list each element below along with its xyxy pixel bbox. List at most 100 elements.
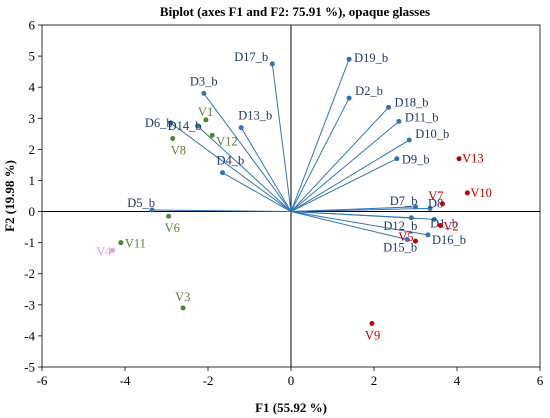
obs-label-v10: V10 (470, 186, 492, 200)
vector-line-d10-b (290, 139, 410, 212)
x-tick-label: 2 (371, 373, 378, 388)
obs-point-v7 (439, 201, 445, 207)
vector-line-d17-b (271, 63, 292, 212)
y-tick-label: -1 (24, 235, 35, 250)
obs-point-v1 (203, 117, 209, 123)
x-tick-label: 0 (288, 373, 295, 388)
vector-label-d8: D8 (428, 196, 443, 210)
vector-label-d4-b: D4_b (217, 154, 245, 168)
vector-label-d3-b: D3_b (190, 74, 218, 88)
vector-point-d2-b (346, 95, 352, 101)
y-axis-label: F2 (19.98 %) (2, 160, 17, 232)
obs-label-v4: V4 (96, 244, 112, 258)
vector-line-d5-b (151, 209, 292, 213)
obs-point-v2 (437, 223, 443, 229)
vector-label-d17-b: D17_b (234, 50, 268, 64)
vector-label-d15-b: D15_b (383, 241, 417, 255)
vector-label-d7-b: D7_b (390, 194, 418, 208)
obs-label-v2: V2 (443, 220, 458, 234)
obs-point-v3 (180, 305, 186, 311)
y-tick-label: 3 (29, 111, 36, 126)
vector-point-d5-b (149, 207, 155, 213)
vector-line-d19-b (290, 59, 350, 212)
vector-label-d10-b: D10_b (415, 127, 449, 141)
y-tick-label: -3 (24, 297, 35, 312)
chart-title: Biplot (axes F1 and F2: 75.91 %), opaque… (160, 4, 430, 19)
observation-points: V1 V12 V8 V6 V11 V3 V4 V13 V10 V7 V2 V5 V9 (96, 105, 492, 343)
vector-point-d4-b (220, 170, 226, 176)
y-tick-label: 2 (29, 142, 36, 157)
vector-point-d13-b (238, 125, 244, 131)
vector-label-d1-b: D1_b (430, 216, 458, 230)
y-tick-label: 0 (29, 204, 36, 219)
obs-point-v13 (456, 156, 462, 162)
x-axis-label: F1 (55.92 %) (255, 400, 327, 415)
vector-line-d3-b (203, 93, 292, 212)
vector-line-d18-b (290, 107, 389, 212)
obs-point-v5 (413, 238, 418, 244)
obs-point-v6 (166, 213, 172, 219)
vector-line-d9-b (290, 158, 398, 212)
vector-label-d13-b: D13_b (238, 109, 272, 123)
vector-label-d5-b: D5_b (127, 196, 155, 210)
vector-point-d6-b (168, 120, 174, 126)
vector-point-d8 (427, 205, 433, 211)
obs-point-v11 (118, 240, 124, 246)
vector-line-d11-b (290, 120, 400, 212)
x-tick-label: 4 (454, 373, 461, 388)
obs-label-v11: V11 (125, 237, 146, 251)
x-tick-label: 6 (537, 373, 544, 388)
vector-point-d1-b (431, 216, 437, 222)
y-tick-label: -4 (24, 328, 35, 343)
vector-point-d9-b (394, 156, 400, 162)
vector-point-d17-b (269, 61, 275, 67)
vector-label-d18-b: D18_b (395, 95, 429, 109)
vector-line-d2-b (290, 97, 350, 212)
axes-group: -6 -4 -2 0 2 4 6 -5 -4 -3 -2 -1 0 1 2 3 4 5 6 (24, 18, 544, 389)
y-tick-label: -5 (24, 360, 35, 375)
vector-point-d14-b (195, 123, 201, 129)
vector-line-d16-b (290, 211, 429, 236)
vector-label-d14-b: D14_b (168, 119, 202, 133)
obs-point-v12 (209, 132, 215, 138)
obs-label-v7: V7 (428, 189, 443, 203)
x-tick-label: -6 (37, 373, 48, 388)
obs-point-v9 (369, 320, 375, 326)
vector-line-d1-b (290, 211, 435, 220)
x-tick-label: -4 (120, 373, 131, 388)
obs-label-v8: V8 (171, 143, 186, 157)
obs-label-v5: V5 (398, 230, 413, 244)
vector-label-d11-b: D11_b (405, 110, 439, 124)
vector-point-d18-b (386, 104, 392, 110)
vector-line-d6-b (170, 122, 292, 212)
x-tick-label: -2 (203, 373, 214, 388)
vector-point-d10-b (406, 137, 412, 143)
vector-label-d12-b: D12_b (383, 219, 417, 233)
vector-point-d15-b (404, 237, 410, 243)
vector-line-d4-b (222, 172, 292, 212)
vector-line-d8 (290, 207, 431, 213)
y-tick-label: 6 (29, 18, 36, 33)
obs-label-v1: V1 (198, 105, 213, 119)
vector-line-d14-b (197, 125, 292, 212)
vector-point-d7-b (413, 204, 418, 210)
obs-point-v10 (464, 190, 470, 196)
vector-line-d15-b (290, 211, 408, 241)
vector-label-d9-b: D9_b (402, 153, 430, 167)
obs-label-v13: V13 (462, 152, 484, 166)
obs-point-v8 (170, 135, 176, 141)
y-tick-label: 4 (29, 80, 36, 95)
vector-line-d13-b (240, 127, 292, 212)
vector-point-d3-b (201, 90, 207, 96)
vector-label-d6-b: D6_b (145, 116, 173, 130)
vector-label-d2-b: D2_b (355, 84, 383, 98)
vector-point-d16-b (425, 232, 431, 238)
vector-point-d11-b (396, 118, 402, 124)
obs-point-v4 (110, 247, 116, 253)
y-tick-label: 5 (29, 49, 36, 64)
obs-label-v12: V12 (216, 134, 238, 148)
vector-label-d16-b: D16_b (432, 233, 466, 247)
y-tick-label: 1 (29, 173, 36, 188)
obs-label-v3: V3 (175, 290, 190, 304)
